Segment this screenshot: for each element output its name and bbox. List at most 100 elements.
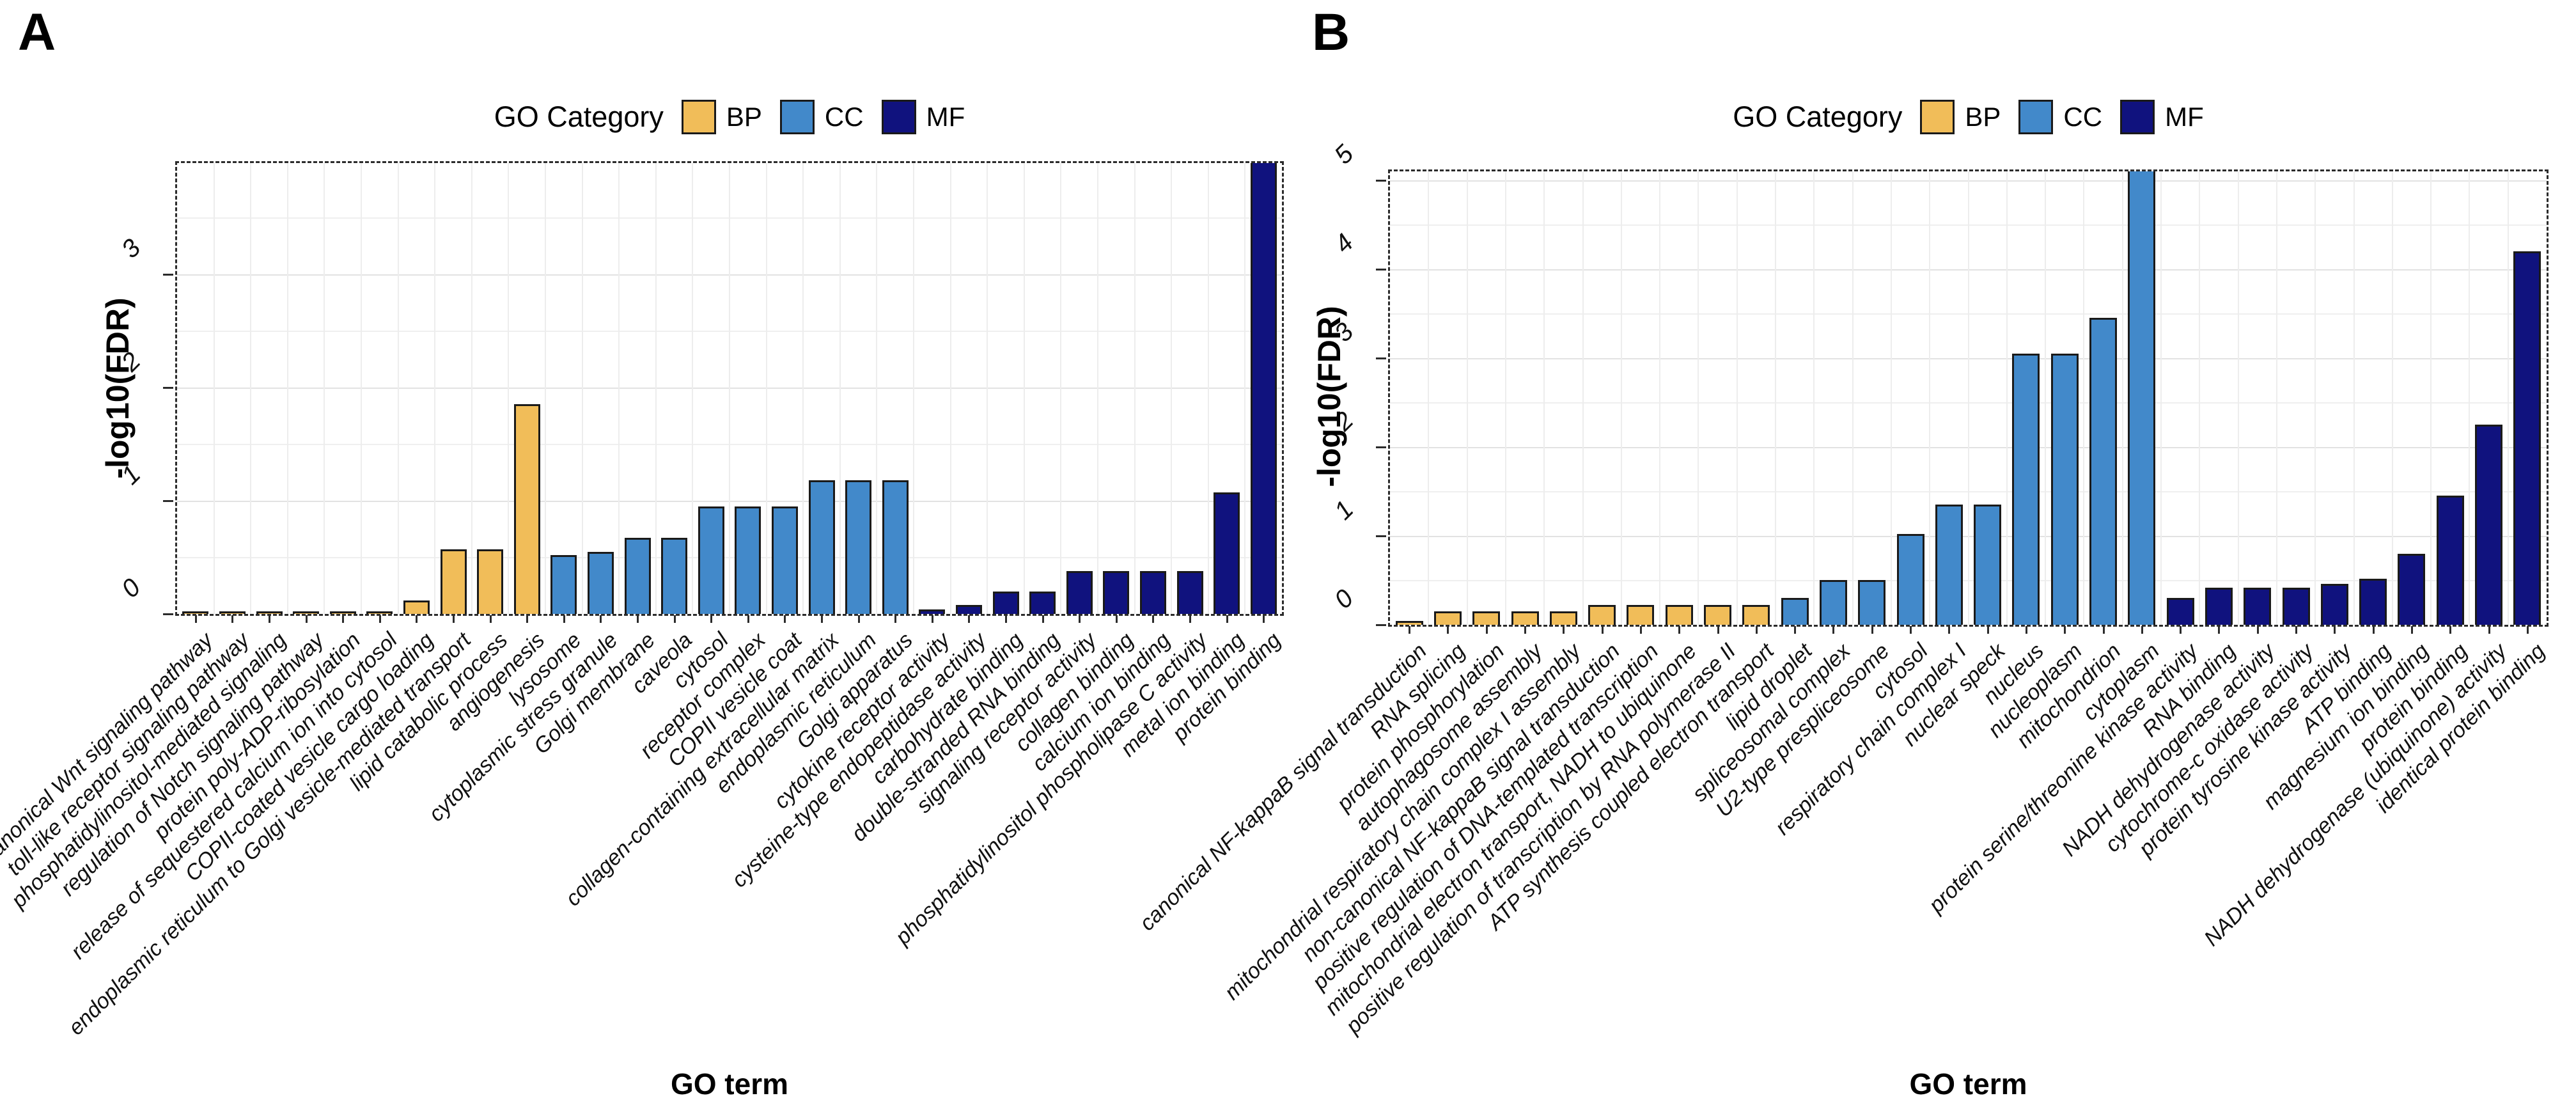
gridline-x-17: [2045, 171, 2046, 625]
gridline-x-6: [1621, 171, 1622, 625]
gridline-x-2: [250, 163, 251, 614]
y-tick-label-B-0: 0: [1329, 584, 1359, 615]
gridline-x-3: [287, 163, 288, 614]
gridline-x-19: [2122, 171, 2123, 625]
panel-b-label: B: [1312, 3, 1350, 61]
x-tick-mark-B-11: [1832, 626, 1834, 634]
x-tick-mark-A-24: [1079, 615, 1081, 623]
y-tick-mark-B-0: [1376, 624, 1386, 626]
x-tick-mark-A-13: [674, 615, 676, 623]
bar-collagen-containing-extracellular-matrix: [809, 480, 835, 614]
x-tick-mark-A-8: [490, 615, 492, 623]
gridline-x-8: [471, 163, 472, 614]
legend-B: GO Category BP CC MF: [1390, 95, 2547, 139]
bar-atp-binding: [2359, 579, 2387, 625]
y-tick-mark-B-2: [1376, 446, 1386, 448]
x-tick-mark-B-25: [2373, 626, 2375, 634]
gridline-x-27: [1171, 163, 1172, 614]
x-axis-title-B: GO term: [1909, 1067, 2027, 1101]
x-tick-mark-B-23: [2295, 626, 2297, 634]
x-tick-mark-A-17: [821, 615, 823, 623]
legend-swatch-mf-icon: [2120, 100, 2155, 134]
legend-swatch-bp-icon: [681, 100, 716, 134]
legend-label-cc: CC: [824, 102, 864, 132]
x-tick-mark-B-26: [2411, 626, 2413, 634]
bar-nucleoplasm: [2051, 354, 2079, 625]
bar-cysteine-type-endopeptidase-activity: [956, 605, 982, 614]
x-tick-mark-A-18: [858, 615, 860, 623]
gridline-x-15: [1968, 171, 1969, 625]
gridline-x-23: [2276, 171, 2277, 625]
x-tick-mark-A-4: [342, 615, 344, 623]
gridline-x-2: [1467, 171, 1468, 625]
bar-receptor-complex: [735, 506, 761, 614]
x-tick-mark-A-12: [637, 615, 639, 623]
bar-lipid-droplet: [1781, 598, 1809, 625]
bar-cytokine-receptor-activity: [919, 609, 945, 614]
bar-atp-synthesis-coupled-electron-transport: [1742, 605, 1770, 625]
gridline-x-9: [508, 163, 509, 614]
x-tick-mark-A-29: [1263, 615, 1265, 623]
x-tick-mark-B-4: [1563, 626, 1565, 634]
legend-swatch-bp-icon: [1920, 100, 1955, 134]
bar-canonical-nf-kappab-signal-transduction: [1396, 621, 1423, 625]
gridline-x-21: [950, 163, 951, 614]
y-tick-mark-B-3: [1376, 357, 1386, 359]
x-tick-mark-B-19: [2141, 626, 2143, 634]
y-tick-mark-A-1: [163, 500, 173, 502]
bar-mitochondrial-electron-transport-nadh-to-ubiquinone: [1666, 605, 1693, 625]
x-tick-mark-A-15: [747, 615, 749, 623]
gridline-x-14: [692, 163, 693, 614]
gridline-x-4: [1543, 171, 1545, 625]
legend-swatch-cc-icon: [779, 100, 815, 134]
bar-toll-like-receptor-signaling-pathway: [219, 611, 246, 614]
x-tick-mark-B-12: [1871, 626, 1873, 634]
legend-label-cc: CC: [2063, 102, 2103, 132]
gridline-x-6: [398, 163, 399, 614]
gridline-x-11: [582, 163, 583, 614]
x-tick-mark-B-18: [2103, 626, 2105, 634]
bar-cytoplasm: [2128, 171, 2155, 625]
gridline-x-18: [839, 163, 841, 614]
x-tick-mark-A-6: [416, 615, 418, 623]
gridline-x-7: [434, 163, 435, 614]
gridline-x-20: [913, 163, 914, 614]
y-tick-mark-A-3: [163, 274, 173, 276]
x-tick-mark-B-15: [1987, 626, 1989, 634]
gridline-x-22: [2238, 171, 2239, 625]
x-tick-mark-B-1: [1447, 626, 1449, 634]
bar-rna-splicing: [1434, 611, 1462, 625]
legend-item-cc: CC: [2018, 100, 2102, 134]
gridline-x-25: [2354, 171, 2355, 625]
gridline-x-25: [1097, 163, 1098, 614]
x-tick-mark-B-20: [2180, 626, 2182, 634]
bar-lysosome: [550, 555, 577, 614]
gridline-x-26: [1134, 163, 1136, 614]
bar-collagen-binding: [1103, 571, 1129, 614]
bar-copii-coated-vesicle-cargo-loading: [403, 600, 430, 614]
gridline-x-28: [1208, 163, 1209, 614]
x-tick-mark-A-28: [1226, 615, 1228, 623]
gridline-x-13: [1891, 171, 1892, 625]
legend-label-mf: MF: [926, 102, 965, 132]
y-tick-mark-A-0: [163, 613, 173, 615]
x-tick-mark-B-21: [2218, 626, 2220, 634]
legend-title-A: GO Category: [494, 100, 664, 133]
bar-nadh-dehydrogenase-activity: [2244, 588, 2271, 625]
bar-caveola: [661, 538, 687, 614]
legend-swatch-cc-icon: [2018, 100, 2054, 134]
gridline-x-21: [2199, 171, 2200, 625]
gridline-x-1: [1428, 171, 1429, 625]
gridline-x-5: [1582, 171, 1584, 625]
bar-non-canonical-nf-kappab-signal-transduction: [1588, 605, 1616, 625]
x-tick-mark-B-3: [1524, 626, 1526, 634]
x-tick-mark-B-9: [1756, 626, 1758, 634]
bar-cytosol: [1897, 534, 1924, 625]
x-axis-title-A: GO term: [670, 1067, 789, 1101]
gridline-x-10: [1775, 171, 1776, 625]
bar-regulation-of-notch-signaling-pathway: [293, 611, 319, 614]
x-tick-mark-A-10: [563, 615, 565, 623]
x-tick-mark-B-6: [1640, 626, 1642, 634]
bar-protein-poly-adp-ribosylation: [330, 611, 356, 614]
